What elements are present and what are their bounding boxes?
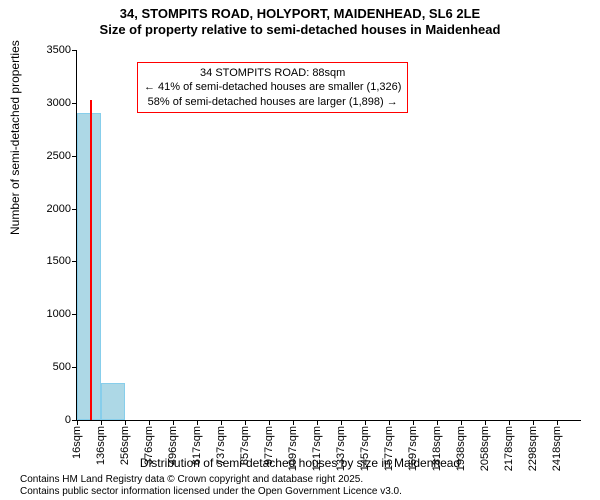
x-tick-mark	[293, 420, 294, 425]
x-tick-mark	[77, 420, 78, 425]
x-tick-mark	[437, 420, 438, 425]
x-tick-mark	[557, 420, 558, 425]
x-tick-mark	[221, 420, 222, 425]
annotation-line: 34 STOMPITS ROAD: 88sqm	[144, 66, 401, 80]
x-tick-mark	[341, 420, 342, 425]
y-tick-label: 2000	[26, 203, 77, 215]
x-tick-mark	[365, 420, 366, 425]
y-tick-label: 3000	[26, 97, 77, 109]
y-axis-label: Number of semi-detached properties	[8, 40, 22, 235]
x-axis-label: Distribution of semi-detached houses by …	[0, 456, 600, 470]
x-tick-mark	[173, 420, 174, 425]
plot-area: 050010001500200025003000350016sqm136sqm2…	[76, 50, 581, 421]
x-tick-mark	[101, 420, 102, 425]
y-tick-label: 2500	[26, 150, 77, 162]
x-tick-mark	[149, 420, 150, 425]
x-tick-mark	[533, 420, 534, 425]
annotation-box: 34 STOMPITS ROAD: 88sqm← 41% of semi-det…	[137, 62, 408, 113]
x-tick-mark	[509, 420, 510, 425]
y-tick-mark	[72, 50, 77, 51]
x-tick-mark	[269, 420, 270, 425]
y-tick-label: 1000	[26, 308, 77, 320]
annotation-line: ← 41% of semi-detached houses are smalle…	[144, 80, 401, 94]
annotation-line: 58% of semi-detached houses are larger (…	[144, 95, 401, 109]
footer-line-2: Contains public sector information licen…	[20, 486, 402, 497]
histogram-bar	[101, 383, 125, 420]
chart-title-sub: Size of property relative to semi-detach…	[0, 22, 600, 37]
footer-line-1: Contains HM Land Registry data © Crown c…	[20, 474, 363, 485]
x-tick-mark	[389, 420, 390, 425]
x-tick-mark	[197, 420, 198, 425]
x-tick-mark	[485, 420, 486, 425]
reference-line	[90, 100, 92, 420]
chart-container: 34, STOMPITS ROAD, HOLYPORT, MAIDENHEAD,…	[0, 0, 600, 500]
x-tick-mark	[317, 420, 318, 425]
x-tick-label: 16sqm	[71, 426, 83, 459]
x-tick-mark	[125, 420, 126, 425]
x-tick-mark	[413, 420, 414, 425]
y-tick-mark	[72, 103, 77, 104]
x-tick-mark	[245, 420, 246, 425]
chart-title-main: 34, STOMPITS ROAD, HOLYPORT, MAIDENHEAD,…	[0, 6, 600, 21]
y-tick-label: 3500	[26, 44, 77, 56]
y-tick-label: 0	[26, 414, 77, 426]
x-tick-mark	[461, 420, 462, 425]
y-tick-label: 500	[26, 361, 77, 373]
y-tick-label: 1500	[26, 255, 77, 267]
histogram-bar	[77, 113, 101, 420]
